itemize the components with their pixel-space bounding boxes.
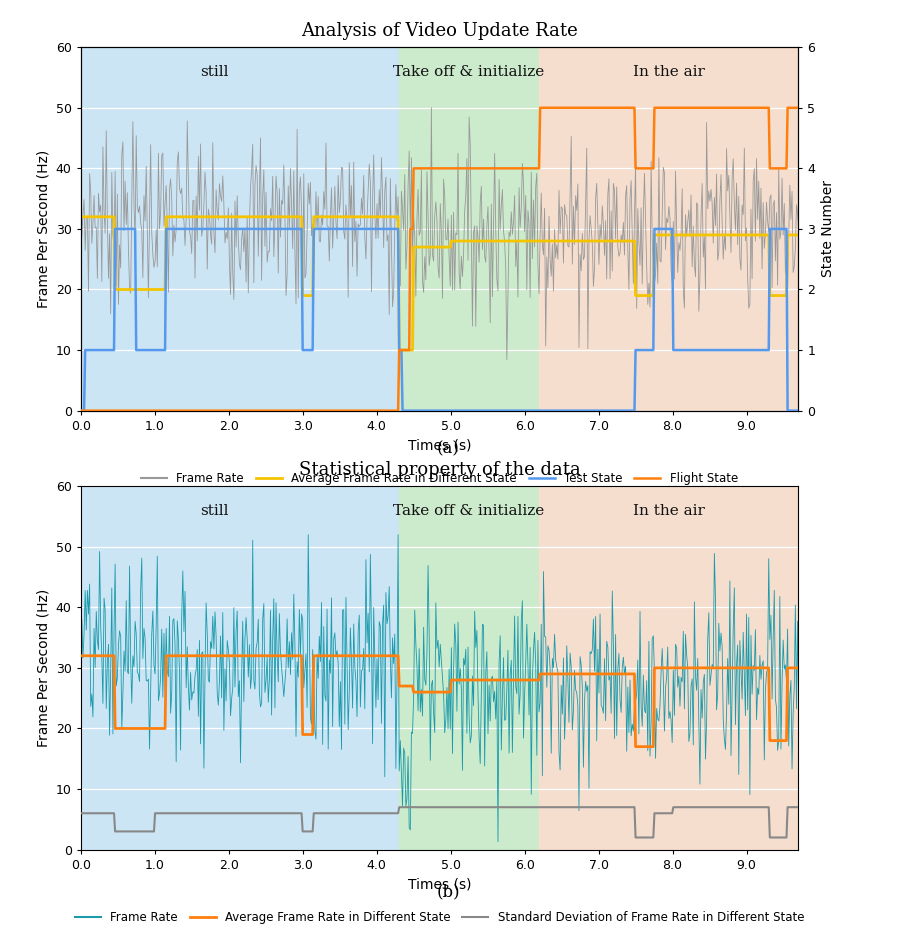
X-axis label: Times (s): Times (s) bbox=[408, 438, 471, 452]
Y-axis label: Frame Per Second (Hz): Frame Per Second (Hz) bbox=[36, 150, 50, 308]
Text: still: still bbox=[200, 504, 228, 518]
Text: still: still bbox=[200, 65, 228, 79]
Title: Statistical property of the data: Statistical property of the data bbox=[299, 461, 580, 479]
Y-axis label: Frame Per Second (Hz): Frame Per Second (Hz) bbox=[36, 589, 50, 747]
Bar bbox=[539, 486, 802, 850]
Text: In the air: In the air bbox=[633, 504, 705, 518]
Text: (a): (a) bbox=[437, 440, 460, 457]
Bar bbox=[81, 486, 399, 850]
Bar bbox=[81, 47, 399, 411]
Bar bbox=[399, 47, 539, 411]
Y-axis label: State Number: State Number bbox=[821, 180, 835, 278]
Legend: Frame Rate, Average Frame Rate in Different State, Test State, Flight State: Frame Rate, Average Frame Rate in Differ… bbox=[136, 467, 743, 490]
Text: In the air: In the air bbox=[633, 65, 705, 79]
Title: Analysis of Video Update Rate: Analysis of Video Update Rate bbox=[301, 22, 578, 40]
Text: (b): (b) bbox=[437, 884, 460, 901]
X-axis label: Times (s): Times (s) bbox=[408, 877, 471, 891]
Text: Take off & initialize: Take off & initialize bbox=[394, 65, 544, 79]
Legend: Frame Rate, Average Frame Rate in Different State, Standard Deviation of Frame R: Frame Rate, Average Frame Rate in Differ… bbox=[70, 906, 809, 929]
Bar bbox=[399, 486, 539, 850]
Bar bbox=[539, 47, 802, 411]
Text: Take off & initialize: Take off & initialize bbox=[394, 504, 544, 518]
